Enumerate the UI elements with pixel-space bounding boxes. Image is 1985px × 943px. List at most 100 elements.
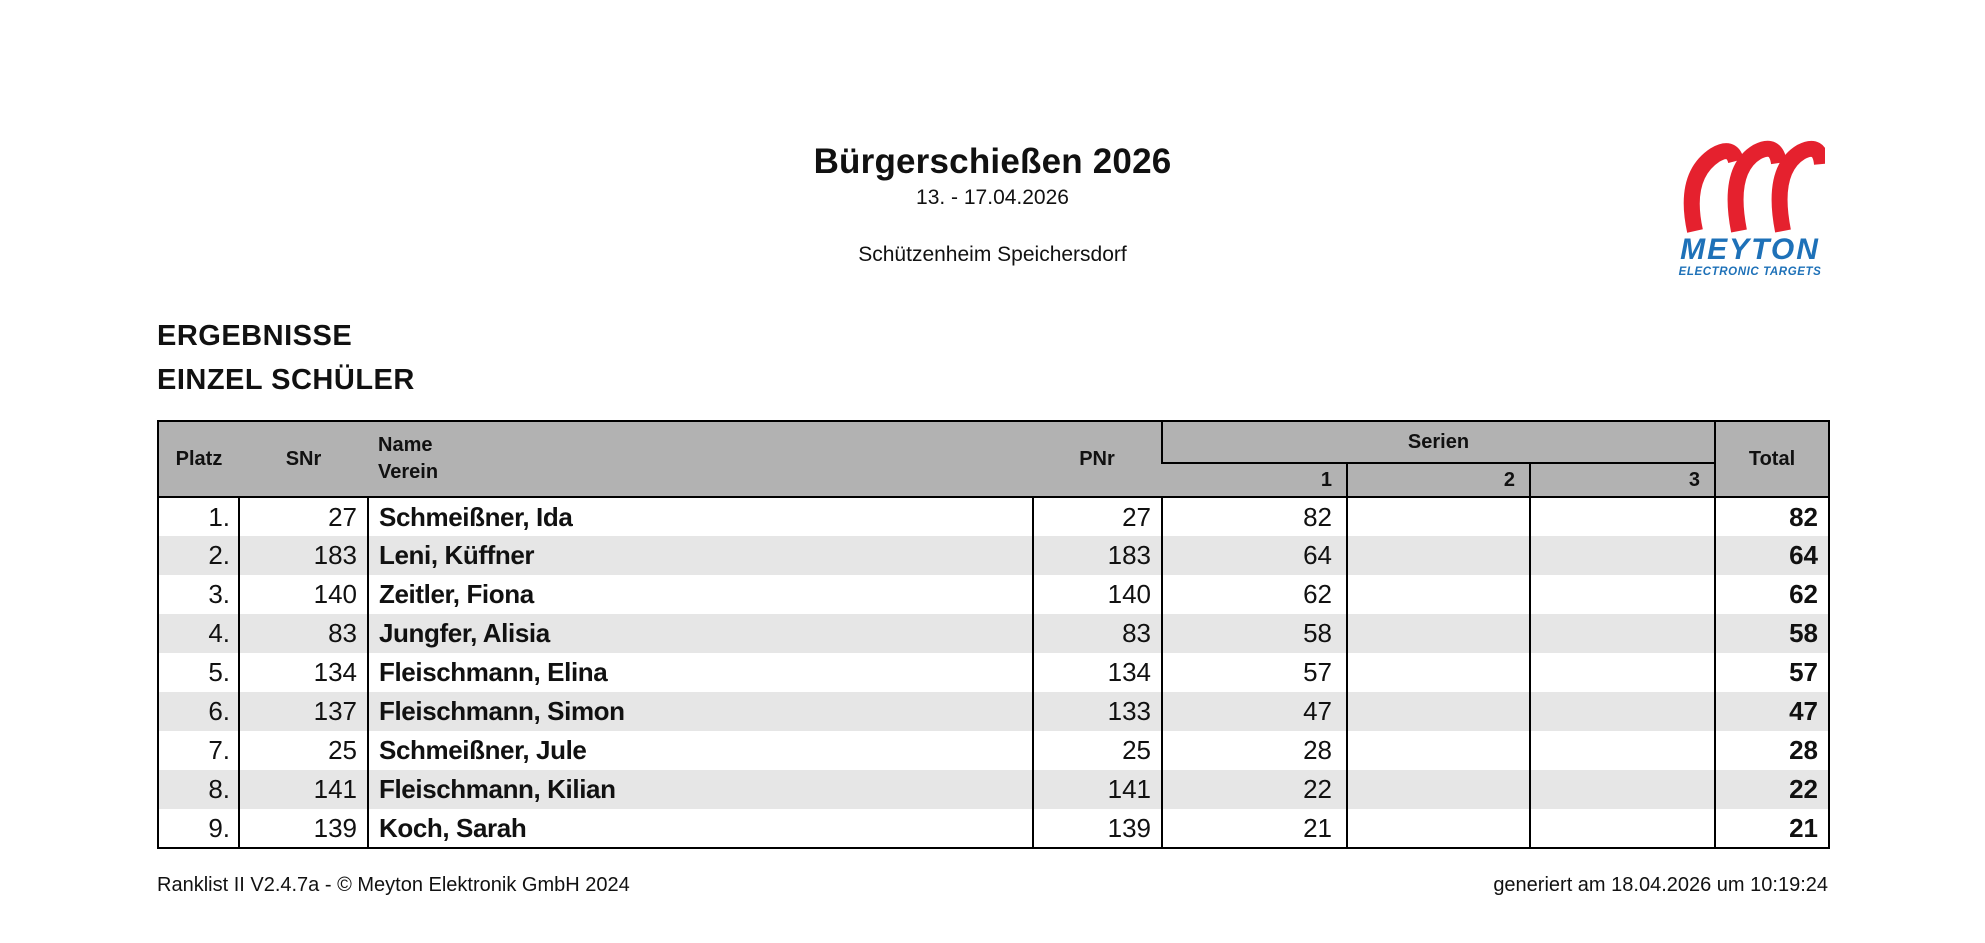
logo-brand-text: MEYTON [1680, 233, 1820, 266]
cell-s3 [1528, 497, 1716, 536]
results-table: Platz SNr Name Verein PNr Serien Total 1… [157, 420, 1831, 849]
cell-pnr: 25 [1032, 731, 1162, 770]
table-row: 5. 134 Fleischmann, Elina 134 57 57 [158, 653, 1830, 692]
section-heading: ERGEBNISSE EINZEL SCHÜLER [157, 314, 415, 402]
cell-total: 62 [1714, 575, 1830, 614]
cell-platz: 6. [208, 696, 230, 726]
cell-s1: 47 [1161, 692, 1347, 731]
cell-pnr: 139 [1032, 809, 1162, 848]
cell-total: 58 [1714, 614, 1830, 653]
cell-s2 [1346, 809, 1530, 848]
cell-s1: 21 [1161, 809, 1347, 848]
cell-total: 64 [1714, 536, 1830, 575]
cell-s3 [1528, 770, 1716, 809]
cell-s3 [1528, 614, 1716, 653]
cell-s1: 58 [1161, 614, 1347, 653]
cell-total: 21 [1714, 809, 1830, 848]
cell-name: Schmeißner, Jule [367, 731, 1033, 770]
cell-s2 [1346, 614, 1530, 653]
section-heading-line1: ERGEBNISSE [157, 320, 353, 352]
section-heading-line2: EINZEL SCHÜLER [157, 364, 415, 396]
cell-s1: 28 [1161, 731, 1347, 770]
cell-s3 [1528, 575, 1716, 614]
cell-name: Jungfer, Alisia [367, 614, 1033, 653]
cell-platz: 2. [208, 540, 230, 570]
event-title: Bürgerschießen 2026 [813, 142, 1172, 181]
cell-pnr: 133 [1032, 692, 1162, 731]
cell-name: Leni, Küffner [367, 536, 1033, 575]
col-header-serien: Serien [1160, 421, 1717, 464]
results-body: 1. 27 Schmeißner, Ida 27 82 82 2. 183 Leni, Küff… [158, 497, 1830, 848]
cell-snr: 137 [238, 692, 368, 731]
cell-pnr: 141 [1032, 770, 1162, 809]
cell-s1: 22 [1161, 770, 1347, 809]
cell-platz: 8. [208, 774, 230, 804]
cell-snr: 140 [238, 575, 368, 614]
table-row: 9. 139 Koch, Sarah 139 21 21 [158, 809, 1830, 848]
cell-total: 47 [1714, 692, 1830, 731]
cell-s3 [1528, 536, 1716, 575]
cell-total: 82 [1714, 497, 1830, 536]
cell-s3 [1528, 731, 1716, 770]
cell-snr: 183 [238, 536, 368, 575]
col-header-serie-2: 2 [1347, 463, 1531, 498]
cell-platz: 1. [208, 501, 230, 532]
table-row: 3. 140 Zeitler, Fiona 140 62 62 [158, 575, 1830, 614]
col-header-verein: Verein [378, 461, 439, 483]
cell-snr: 25 [238, 731, 368, 770]
table-row: 7. 25 Schmeißner, Jule 25 28 28 [158, 731, 1830, 770]
cell-s2 [1346, 653, 1530, 692]
cell-s3 [1528, 653, 1716, 692]
cell-s2 [1346, 536, 1530, 575]
cell-name: Fleischmann, Simon [367, 692, 1033, 731]
cell-pnr: 140 [1032, 575, 1162, 614]
col-header-pnr: PNr [1033, 421, 1162, 498]
cell-s1: 82 [1161, 497, 1347, 536]
event-venue: Schützenheim Speichersdorf [858, 243, 1127, 266]
event-date-range: 13. - 17.04.2026 [916, 186, 1069, 209]
col-header-serie-1: 1 [1162, 463, 1348, 498]
cell-pnr: 27 [1032, 497, 1162, 536]
table-row: 1. 27 Schmeißner, Ida 27 82 82 [158, 497, 1830, 536]
cell-total: 22 [1714, 770, 1830, 809]
table-row: 8. 141 Fleischmann, Kilian 141 22 22 [158, 770, 1830, 809]
footer-version-text: Ranklist II V2.4.7a - © Meyton Elektroni… [157, 874, 630, 896]
cell-s1: 64 [1161, 536, 1347, 575]
cell-s2 [1346, 497, 1530, 536]
cell-s2 [1346, 770, 1530, 809]
table-row: 2. 183 Leni, Küffner 183 64 64 [158, 536, 1830, 575]
meyton-m-icon [1683, 140, 1825, 233]
col-header-platz: Platz [158, 421, 239, 498]
cell-name: Koch, Sarah [367, 809, 1033, 848]
cell-pnr: 83 [1032, 614, 1162, 653]
cell-snr: 141 [238, 770, 368, 809]
cell-pnr: 134 [1032, 653, 1162, 692]
report-footer: Ranklist II V2.4.7a - © Meyton Elektroni… [157, 874, 1828, 897]
meyton-logo: MEYTON ELECTRONIC TARGETS [1671, 138, 1829, 279]
cell-name: Schmeißner, Ida [367, 497, 1033, 536]
cell-snr: 139 [238, 809, 368, 848]
cell-name: Zeitler, Fiona [367, 575, 1033, 614]
cell-s2 [1346, 575, 1530, 614]
cell-s3 [1528, 809, 1716, 848]
cell-snr: 83 [238, 614, 368, 653]
cell-total: 28 [1714, 731, 1830, 770]
footer-generated-text: generiert am 18.04.2026 um 10:19:24 [1493, 874, 1828, 896]
cell-name: Fleischmann, Kilian [367, 770, 1033, 809]
cell-pnr: 183 [1032, 536, 1162, 575]
table-row: 4. 83 Jungfer, Alisia 83 58 58 [158, 614, 1830, 653]
cell-snr: 134 [238, 653, 368, 692]
cell-s3 [1528, 692, 1716, 731]
results-table-header: Platz SNr Name Verein PNr Serien Total 1… [158, 421, 1830, 498]
cell-total: 57 [1714, 653, 1830, 692]
cell-platz: 7. [208, 735, 230, 765]
col-header-name-verein: Name Verein [368, 421, 1033, 498]
logo-tagline-text: ELECTRONIC TARGETS [1678, 266, 1822, 278]
cell-s1: 62 [1161, 575, 1347, 614]
col-header-total: Total [1715, 421, 1830, 498]
cell-s1: 57 [1161, 653, 1347, 692]
cell-s2 [1346, 692, 1530, 731]
cell-platz: 5. [208, 657, 230, 687]
cell-name: Fleischmann, Elina [367, 653, 1033, 692]
